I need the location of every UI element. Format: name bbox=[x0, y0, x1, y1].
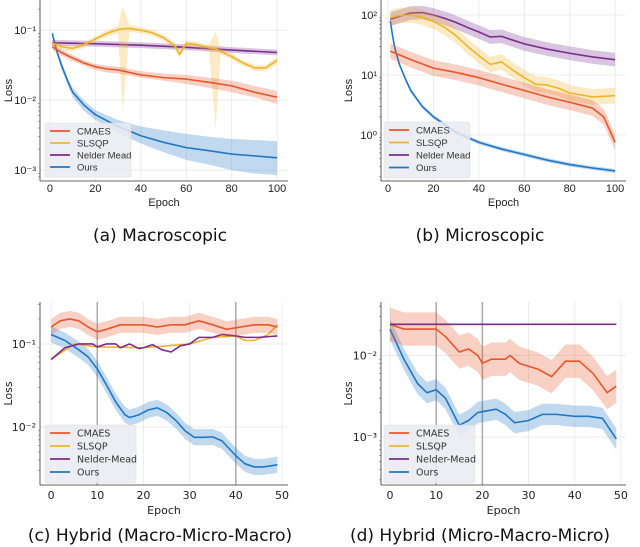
legend-label: SLSQP bbox=[416, 138, 448, 149]
panel-caption: (d) Hybrid (Micro-Macro-Micro) bbox=[350, 526, 610, 546]
y-axis-label: Loss bbox=[2, 381, 15, 405]
chart-panel-1: 0 20 40 60 80 100 10² 10¹ 10⁰ Epoch Loss CMAESSLSQP… bbox=[343, 0, 626, 246]
panel-caption: (b) Microscopic bbox=[416, 226, 545, 246]
legend-label: CMAES bbox=[77, 429, 110, 440]
x-axis-label: Epoch bbox=[148, 197, 179, 209]
x-tick-label: 0 bbox=[47, 183, 53, 195]
x-tick-label: 60 bbox=[180, 183, 192, 195]
legend-label: CMAES bbox=[77, 127, 111, 138]
series-line-nelder-mead bbox=[390, 11, 616, 61]
y-tick-label: 10⁻³ bbox=[353, 431, 377, 444]
series-line-ours bbox=[50, 333, 278, 468]
x-tick-label: 40 bbox=[229, 489, 243, 502]
legend-label: CMAES bbox=[416, 429, 449, 440]
y-tick-label: 10² bbox=[361, 10, 377, 22]
x-tick-label: 40 bbox=[473, 183, 485, 195]
x-tick-label: 80 bbox=[564, 183, 576, 195]
legend: CMAES SLSQP Nelder-Mead Ours bbox=[383, 424, 476, 484]
band-slsqp bbox=[390, 7, 616, 105]
x-tick-label: 50 bbox=[275, 489, 289, 502]
y-tick-label: 10⁻² bbox=[12, 421, 36, 434]
y-tick-label: 10⁰ bbox=[360, 130, 377, 142]
series-line-slsqp bbox=[390, 14, 616, 98]
band-ours bbox=[52, 30, 278, 176]
legend-label: Nelder Mead bbox=[416, 151, 470, 162]
legend-label: Ours bbox=[77, 163, 98, 174]
x-tick-label: 100 bbox=[606, 183, 624, 195]
x-tick-label: 80 bbox=[226, 183, 238, 195]
x-tick-label: 0 bbox=[387, 489, 394, 502]
x-tick-label: 0 bbox=[48, 489, 55, 502]
legend-label: Ours bbox=[77, 468, 99, 479]
x-tick-label: 20 bbox=[427, 183, 439, 195]
chart-panel-3: 0 10 20 30 40 50 10⁻² 10⁻³ Epoch Loss CMAES SLSQP Ne… bbox=[342, 302, 628, 546]
x-tick-label: 40 bbox=[568, 489, 582, 502]
legend-label: Nelder Mead bbox=[77, 151, 131, 162]
x-tick-label: 20 bbox=[89, 183, 101, 195]
legend-label: Ours bbox=[416, 468, 438, 479]
band-cmaes bbox=[52, 43, 278, 105]
panel-caption: (c) Hybrid (Macro-Micro-Macro) bbox=[28, 526, 292, 546]
legend-label: Nelder-Mead bbox=[77, 455, 137, 466]
x-tick-label: 10 bbox=[90, 489, 104, 502]
series-line-cmaes bbox=[51, 46, 278, 99]
x-tick-label: 20 bbox=[136, 489, 150, 502]
x-tick-label: 40 bbox=[135, 183, 147, 195]
x-tick-label: 30 bbox=[183, 489, 197, 502]
x-tick-label: 50 bbox=[614, 489, 628, 502]
y-tick-label: 10⁻² bbox=[14, 95, 36, 107]
y-tick-label: 10⁻¹ bbox=[14, 25, 36, 37]
y-axis-label: Loss bbox=[343, 78, 355, 102]
x-tick-label: 10 bbox=[429, 489, 443, 502]
series-line-slsqp bbox=[51, 27, 278, 69]
x-tick-label: 60 bbox=[518, 183, 530, 195]
y-tick-label: 10⁻¹ bbox=[12, 338, 36, 351]
chart-panel-0: 0 20 40 60 80 100 10⁻¹ 10⁻² 10⁻³ Epoch Loss CMAESSL… bbox=[3, 0, 288, 246]
series-line-cmaes bbox=[389, 323, 617, 394]
x-tick-label: 100 bbox=[268, 183, 286, 195]
x-axis-label: Epoch bbox=[147, 504, 181, 517]
y-tick-label: 10⁻³ bbox=[14, 165, 36, 177]
legend: CMAES SLSQP Nelder-Mead Ours bbox=[44, 424, 137, 484]
x-axis-label: Epoch bbox=[487, 504, 521, 517]
x-tick-label: 20 bbox=[475, 489, 489, 502]
series-line-nelder-mead bbox=[52, 42, 278, 54]
legend-label: SLSQP bbox=[77, 139, 109, 150]
legend-label: Nelder-Mead bbox=[416, 455, 476, 466]
legend-label: SLSQP bbox=[416, 442, 447, 453]
band-ours bbox=[51, 326, 278, 475]
y-tick-label: 10⁻² bbox=[353, 349, 377, 362]
legend-label: CMAES bbox=[416, 126, 450, 137]
x-tick-label: 0 bbox=[385, 183, 391, 195]
panel-caption: (a) Macroscopic bbox=[93, 226, 227, 246]
chart-panel-2: 0 10 20 30 40 50 10⁻¹ 10⁻² Epoch Loss CMAES SLSQP Ne… bbox=[2, 302, 292, 546]
y-axis-label: Loss bbox=[3, 78, 15, 102]
legend-label: SLSQP bbox=[77, 442, 108, 453]
series-line-nelder-mead bbox=[50, 333, 278, 361]
legend-label: Ours bbox=[416, 163, 437, 174]
x-tick-label: 30 bbox=[522, 489, 536, 502]
y-tick-label: 10¹ bbox=[361, 70, 377, 82]
series-line-cmaes bbox=[50, 318, 278, 333]
series-line-cmaes bbox=[390, 50, 616, 143]
band-ours bbox=[390, 318, 617, 450]
series-line-ours bbox=[389, 328, 617, 440]
y-axis-label: Loss bbox=[342, 381, 355, 405]
x-axis-label: Epoch bbox=[488, 197, 519, 209]
